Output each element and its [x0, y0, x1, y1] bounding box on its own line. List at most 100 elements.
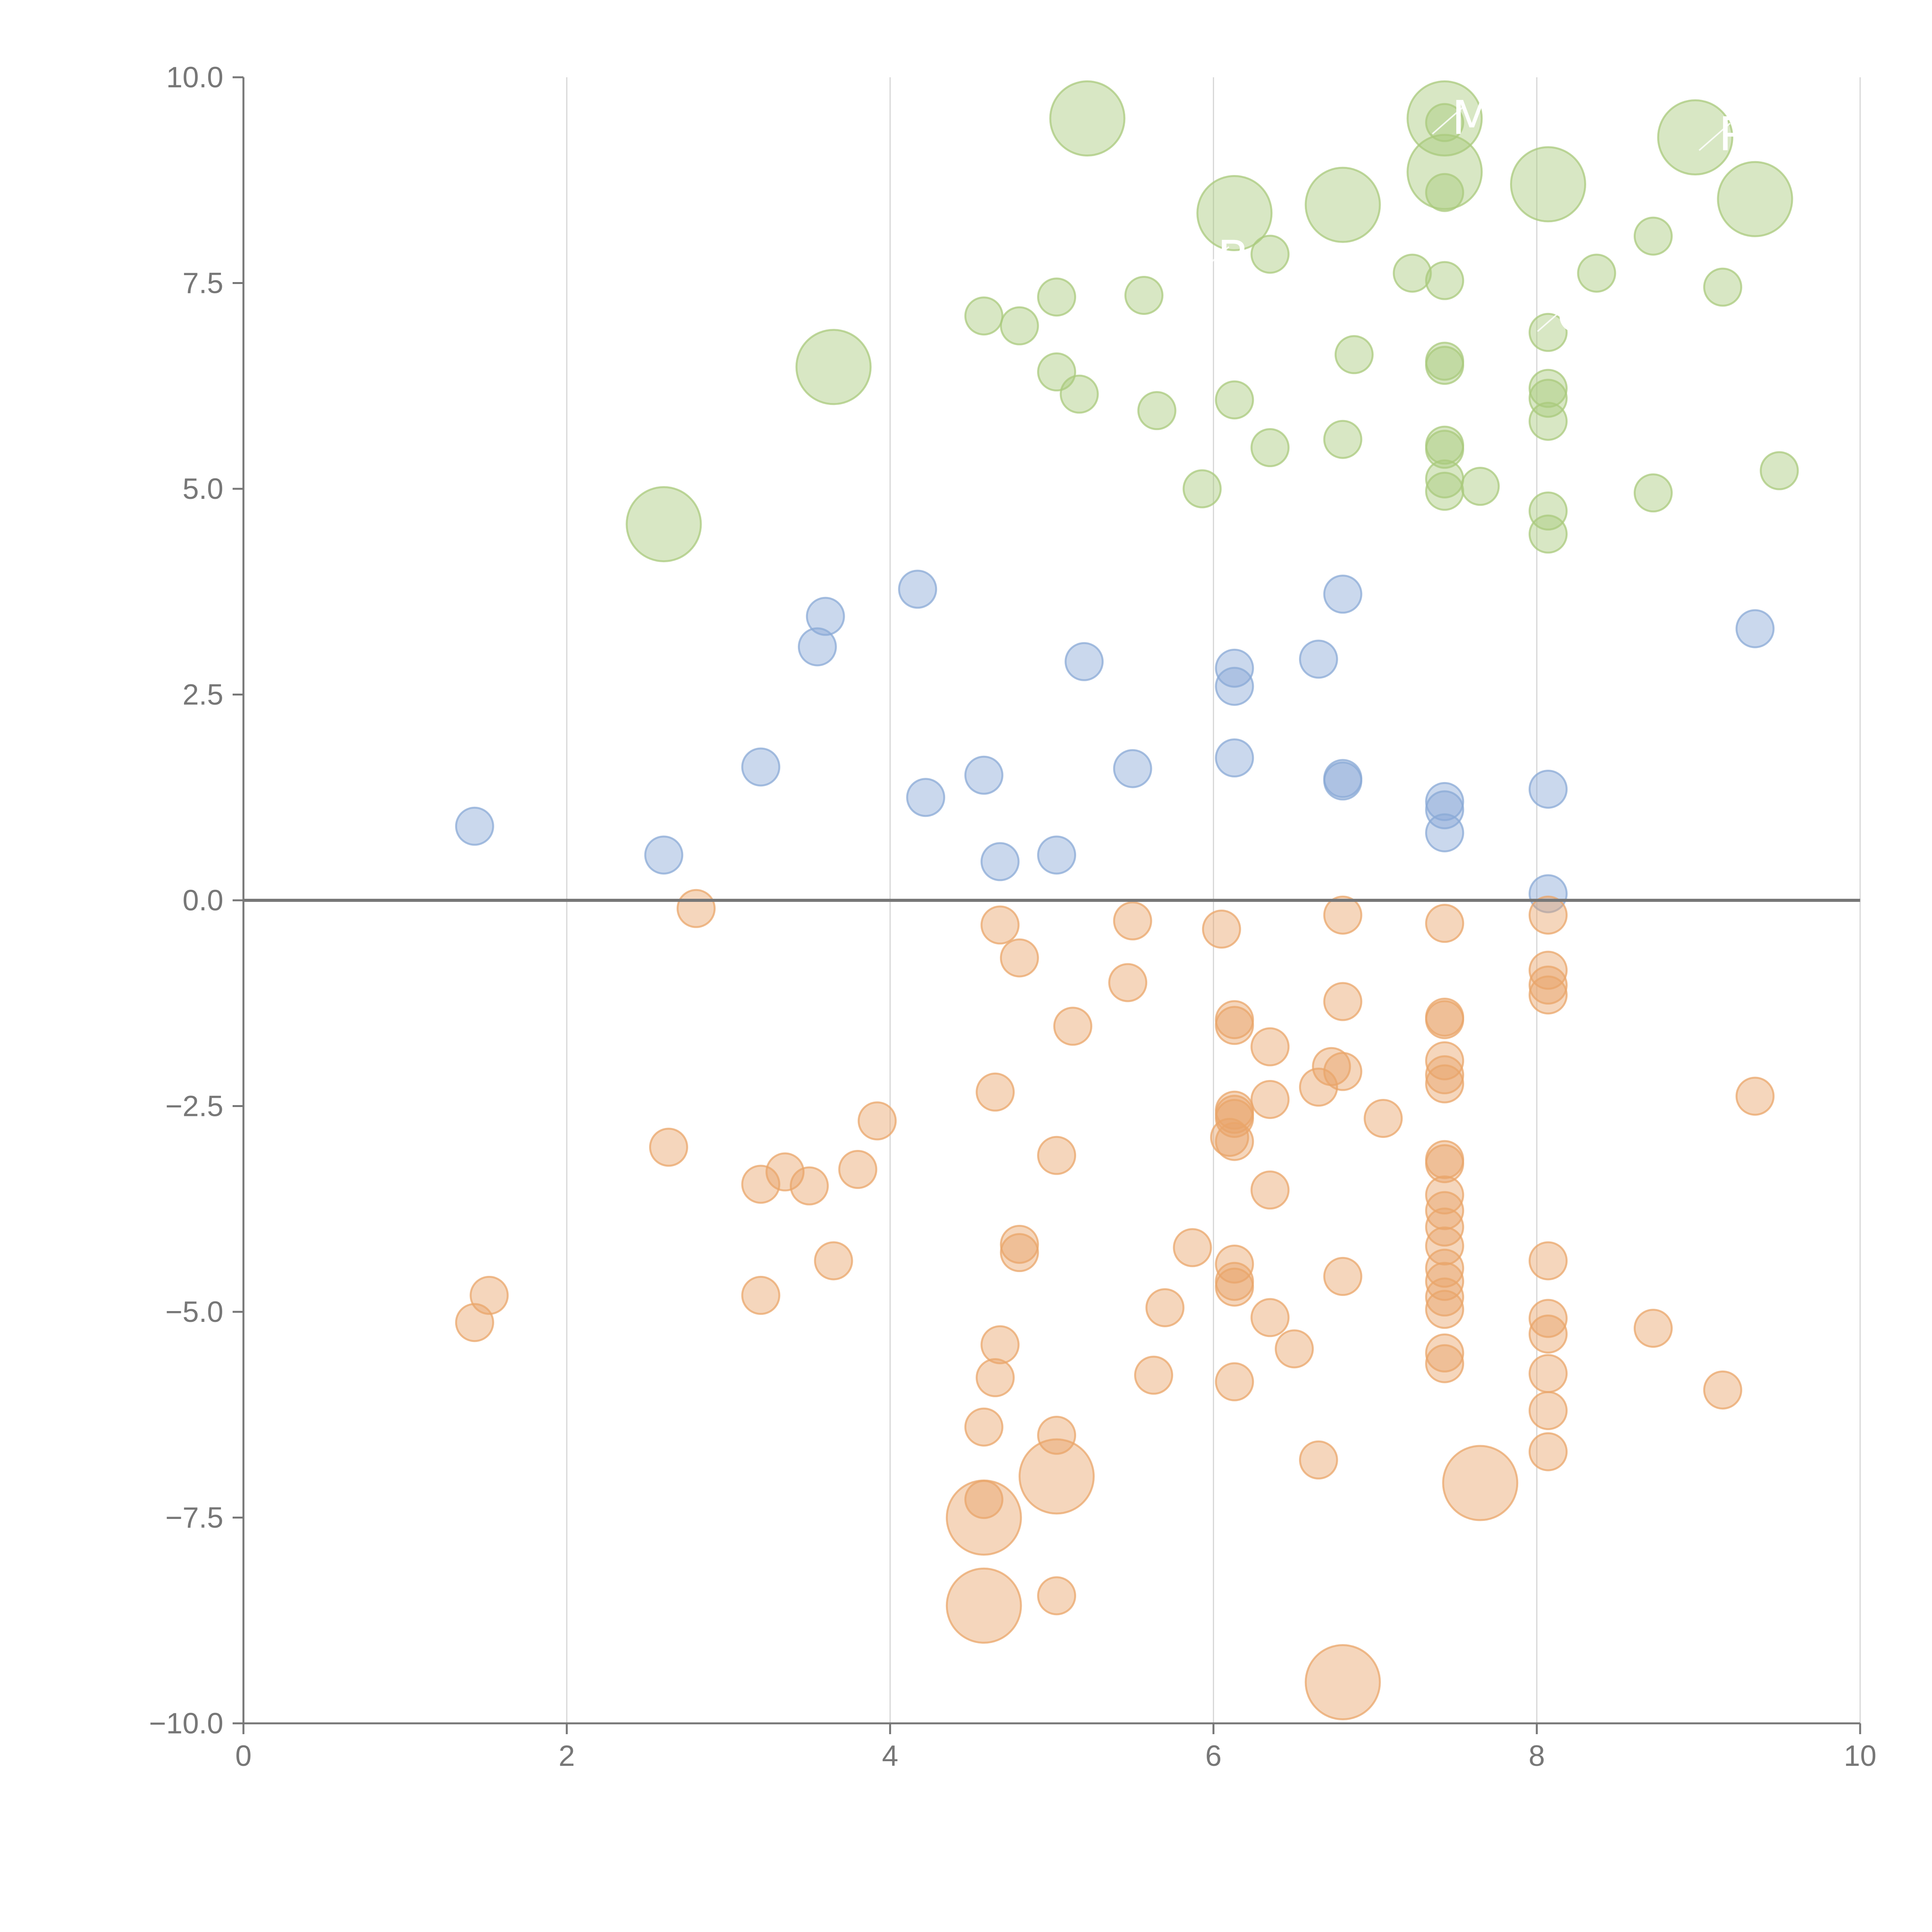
bubble-mid — [898, 570, 937, 609]
bubble-low — [1425, 1290, 1464, 1329]
x-tick-label: 6 — [1205, 1740, 1221, 1772]
bubble-low — [1019, 1438, 1095, 1515]
bubble-high — [1334, 335, 1374, 374]
bubble-low — [1735, 1077, 1775, 1116]
bubble-high — [1633, 216, 1673, 256]
bubble-low — [1323, 1052, 1362, 1091]
x-tick-label: 4 — [882, 1740, 898, 1772]
annotation-label: P — [1718, 108, 1746, 162]
bubble-high — [1323, 420, 1362, 459]
bubble-high — [1425, 173, 1464, 212]
bubble-high — [1461, 467, 1500, 506]
bubble-high — [795, 329, 872, 405]
bubble-low — [677, 889, 716, 928]
bubble-mid — [455, 806, 494, 846]
bubble-low — [1250, 1080, 1290, 1119]
x-tick-label: 0 — [235, 1740, 252, 1772]
x-tick-label: 10 — [1844, 1740, 1877, 1772]
bubble-low — [1703, 1370, 1742, 1410]
bubble-low — [976, 1072, 1015, 1112]
bubble-mid — [1113, 749, 1152, 788]
bubble-mid — [1215, 667, 1254, 706]
bubble-high — [1528, 401, 1568, 441]
annotation-label: M — [1452, 92, 1492, 145]
bubble-low — [1528, 1354, 1568, 1393]
bubble-low — [455, 1303, 494, 1342]
bubble-high — [1304, 167, 1381, 243]
y-tick-label: −7.5 — [165, 1502, 223, 1534]
bubble-high — [1528, 379, 1568, 418]
bubble-mid — [1425, 790, 1464, 830]
bubble-low — [1425, 904, 1464, 943]
bubble-low — [1425, 1191, 1464, 1230]
y-tick-label: 10.0 — [166, 61, 223, 94]
y-tick-label: 7.5 — [182, 267, 223, 300]
bubble-high — [1703, 267, 1742, 307]
bubble-low — [1299, 1440, 1338, 1480]
bubble-high — [1000, 306, 1039, 345]
bubble-low — [741, 1276, 781, 1315]
bubble-high — [1393, 253, 1432, 293]
tick-labels: 0 2 4 6 8 10 −10.0 −7.5 −5.0 −2.5 0.0 2.5 5.0 7.5 10.0 — [149, 61, 1877, 1772]
bubble-high — [1425, 430, 1464, 469]
bubble-low — [1108, 963, 1148, 1002]
bubble-low — [789, 1166, 829, 1206]
bubble-mid — [798, 627, 837, 667]
bubble-high — [1510, 146, 1586, 223]
bubble-low — [1304, 1644, 1381, 1720]
bubble-mid — [964, 755, 1003, 795]
bubble-low — [1145, 1288, 1185, 1327]
bubble-low — [1425, 1175, 1464, 1215]
bubble-mid — [980, 842, 1020, 881]
bubble-high — [1196, 175, 1273, 251]
bubble-low — [1000, 1233, 1039, 1272]
bubble-high — [1717, 161, 1793, 237]
bubble-low — [1202, 910, 1241, 949]
bubble-high — [1528, 514, 1568, 554]
bubble-mid — [1528, 874, 1568, 913]
bubble-low — [1528, 895, 1568, 935]
bubble-layer — [455, 80, 1799, 1720]
annotation-leader — [1432, 106, 1464, 135]
bubble-low — [1053, 1007, 1092, 1046]
bubble-high — [1657, 99, 1733, 175]
bubble-low — [1037, 1576, 1077, 1616]
bubble-low — [649, 1128, 688, 1167]
bubble-low — [1037, 1416, 1077, 1455]
bubble-mid — [741, 747, 781, 787]
bubble-low — [741, 1165, 781, 1204]
bubble-low — [1425, 1144, 1464, 1184]
bubble-high — [1250, 235, 1290, 274]
bubble-high — [1760, 451, 1799, 490]
bubble-mid — [1735, 609, 1775, 648]
bubble-high — [1528, 369, 1568, 408]
bubble-low — [1113, 901, 1152, 940]
y-tick-label: −2.5 — [165, 1090, 223, 1123]
annotation-leader — [1197, 246, 1230, 275]
bubble-mid — [644, 835, 684, 875]
bubble-mid — [906, 778, 946, 817]
y-tick-label: 0.0 — [182, 884, 223, 917]
bubble-high — [1425, 261, 1464, 300]
y-tick-label: −10.0 — [149, 1707, 223, 1740]
annotations: M P B C — [1197, 92, 1747, 343]
bubble-low — [765, 1152, 805, 1192]
bubble-low — [814, 1241, 853, 1281]
bubble-low — [1173, 1228, 1212, 1267]
x-tick-label: 2 — [559, 1740, 575, 1772]
bubble-high — [1250, 428, 1290, 467]
bubble-low — [1215, 1244, 1254, 1284]
bubble-low — [1250, 1027, 1290, 1066]
bubble-high — [1425, 346, 1464, 385]
bubble-low — [1250, 1298, 1290, 1337]
bubble-low — [1425, 1344, 1464, 1383]
annotation-leader — [1699, 122, 1731, 151]
bubble-high — [1633, 473, 1673, 513]
bubble-low — [1425, 1041, 1464, 1080]
bubble-low — [980, 905, 1020, 945]
bubble-low — [1528, 965, 1568, 1005]
bubble-high — [1577, 253, 1616, 293]
bubble-low — [1425, 1064, 1464, 1104]
bubble-high — [626, 486, 702, 563]
